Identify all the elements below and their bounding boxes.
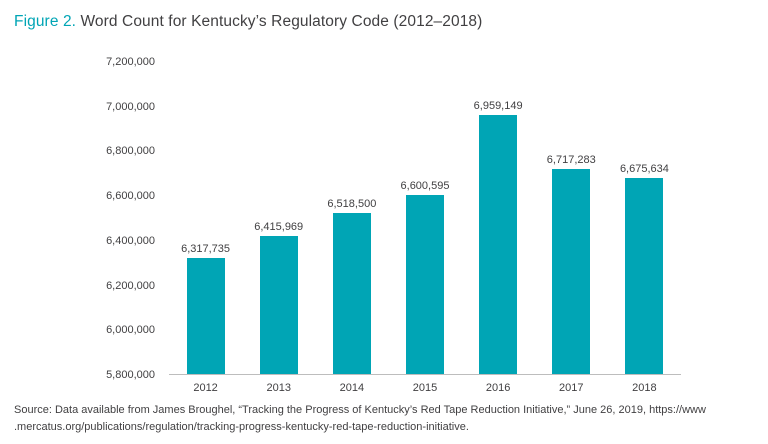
bar-chart: 7,200,000 7,000,000 6,800,000 6,600,000 6,40… [95, 56, 681, 394]
bar-column-2013: 6,415,969 [242, 221, 315, 374]
y-axis-tick-label: 6,200,000 [106, 279, 155, 292]
x-axis-label: 2013 [266, 382, 291, 394]
y-axis-tick-label: 7,200,000 [106, 56, 155, 68]
bar-2013 [259, 236, 298, 374]
bar-column-2016: 6,959,149 [462, 100, 535, 374]
source-line-2: .mercatus.org/publications/regulation/tr… [14, 421, 469, 434]
bar-value-label: 6,675,634 [619, 163, 669, 176]
figure-label: Figure 2. [14, 13, 77, 30]
y-axis-tick-label: 6,000,000 [106, 324, 155, 337]
bar-value-label: 6,600,595 [400, 180, 450, 192]
x-axis-label: 2014 [339, 382, 365, 394]
y-axis-tick-label: 5,800,000 [106, 369, 155, 381]
y-axis-tick-label: 7,000,000 [106, 100, 155, 113]
y-axis-tick-label: 6,600,000 [106, 190, 155, 203]
chart-title: Figure 2. Word Count for Kentucky’s Regu… [14, 13, 482, 31]
plot-area: 6,317,735 6,415,969 6,518,500 6,600,595 6,95… [169, 62, 681, 394]
bar-column-2018: 6,675,634 [608, 163, 681, 374]
y-axis-tick-label: 6,800,000 [106, 145, 155, 158]
x-axis-label: 2012 [193, 382, 218, 394]
x-axis-label: 2016 [485, 382, 511, 394]
y-axis: 7,200,000 7,000,000 6,800,000 6,600,000 6,40… [95, 56, 155, 381]
bar-value-label: 6,518,500 [327, 198, 377, 211]
bar-2016 [479, 114, 518, 374]
bar-2017 [552, 168, 591, 374]
x-axis-labels: 2012 2013 2014 2015 2016 2017 2018 [169, 375, 681, 394]
bar-column-2014: 6,518,500 [315, 198, 388, 374]
bar-value-label: 6,959,149 [473, 99, 523, 112]
y-axis-tick-label: 6,400,000 [106, 234, 155, 247]
x-axis-label: 2017 [559, 382, 584, 394]
x-axis-label: 2018 [632, 382, 657, 394]
bar-2012 [186, 258, 225, 374]
bar-value-label: 6,717,283 [546, 153, 596, 166]
source-note: Source: Data available from James Brough… [14, 402, 762, 436]
bars: 6,317,735 6,415,969 6,518,500 6,600,595 6,95… [169, 62, 681, 375]
bar-value-label: 6,415,969 [254, 221, 304, 234]
source-line-1: Source: Data available from James Brough… [14, 404, 706, 416]
bar-value-label: 6,317,735 [181, 243, 231, 256]
bar-2014 [332, 213, 371, 374]
bar-2018 [625, 178, 664, 374]
bar-column-2012: 6,317,735 [169, 243, 242, 374]
figure-title-text: Word Count for Kentucky’s Regulatory Cod… [76, 13, 483, 30]
bar-column-2015: 6,600,595 [388, 180, 461, 374]
bar-column-2017: 6,717,283 [535, 154, 608, 374]
x-axis-label: 2015 [412, 382, 438, 394]
bar-2015 [405, 195, 444, 374]
